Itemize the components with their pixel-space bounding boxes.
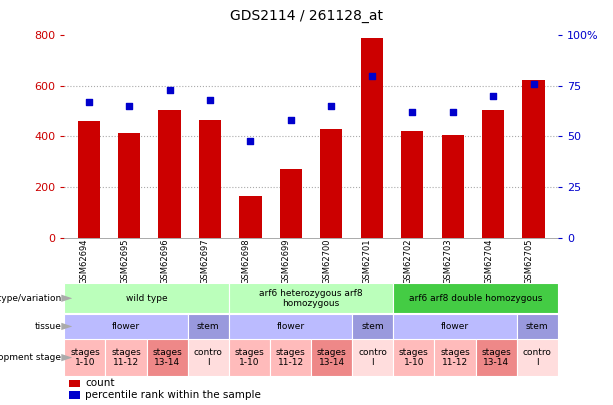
Polygon shape — [61, 295, 72, 302]
Point — [367, 72, 376, 79]
Bar — [441, 135, 464, 238]
Bar — [229, 314, 352, 339]
Point — [124, 103, 134, 109]
Text: flower: flower — [112, 322, 140, 331]
Text: GSM62704: GSM62704 — [484, 239, 493, 284]
Text: stages
11-12: stages 11-12 — [440, 348, 470, 367]
Bar — [199, 120, 221, 238]
Bar — [435, 339, 476, 376]
Bar — [158, 110, 181, 238]
Point — [488, 93, 498, 99]
Bar — [64, 283, 229, 313]
Text: GSM62694: GSM62694 — [80, 239, 89, 284]
Bar — [270, 339, 311, 376]
Text: flower: flower — [441, 322, 469, 331]
Bar — [105, 339, 147, 376]
Polygon shape — [61, 354, 72, 361]
Text: wild type: wild type — [126, 294, 167, 303]
Bar — [229, 339, 270, 376]
Text: GSM62696: GSM62696 — [161, 239, 170, 284]
Text: tissue: tissue — [34, 322, 61, 331]
Text: stages
11-12: stages 11-12 — [111, 348, 141, 367]
Bar — [77, 122, 100, 238]
Bar — [352, 314, 394, 339]
Point — [528, 81, 538, 87]
Text: stages
13-14: stages 13-14 — [317, 348, 346, 367]
Text: stages
1-10: stages 1-10 — [399, 348, 428, 367]
Text: genotype/variation: genotype/variation — [0, 294, 61, 303]
Bar — [229, 283, 394, 313]
Bar — [476, 339, 517, 376]
Text: stem: stem — [362, 322, 384, 331]
Bar — [401, 131, 424, 238]
Text: stages
1-10: stages 1-10 — [70, 348, 100, 367]
Bar — [360, 38, 383, 238]
Text: stages
13-14: stages 13-14 — [481, 348, 511, 367]
Text: arf6 heterozygous arf8
homozygous: arf6 heterozygous arf8 homozygous — [259, 289, 363, 308]
Text: stem: stem — [526, 322, 549, 331]
Bar — [188, 314, 229, 339]
Bar — [517, 339, 558, 376]
Bar — [311, 339, 352, 376]
Text: GSM62699: GSM62699 — [282, 239, 291, 284]
Text: stages
11-12: stages 11-12 — [276, 348, 305, 367]
Text: GSM62697: GSM62697 — [201, 239, 210, 284]
Text: GDS2114 / 261128_at: GDS2114 / 261128_at — [230, 9, 383, 23]
Bar — [320, 129, 343, 238]
Point — [326, 103, 336, 109]
Bar — [64, 339, 105, 376]
Bar — [188, 339, 229, 376]
Text: GSM62695: GSM62695 — [120, 239, 129, 284]
Text: GSM62705: GSM62705 — [525, 239, 533, 284]
Bar — [482, 110, 504, 238]
Point — [205, 97, 215, 103]
Text: contro
l: contro l — [194, 348, 223, 367]
Bar — [69, 391, 80, 399]
Point — [165, 87, 175, 93]
Text: GSM62700: GSM62700 — [322, 239, 331, 284]
Text: contro
l: contro l — [523, 348, 552, 367]
Bar — [394, 314, 517, 339]
Point — [246, 137, 256, 144]
Text: stages
1-10: stages 1-10 — [235, 348, 264, 367]
Bar — [64, 314, 188, 339]
Bar — [352, 339, 394, 376]
Text: contro
l: contro l — [359, 348, 387, 367]
Bar — [280, 169, 302, 238]
Text: arf6 arf8 double homozygous: arf6 arf8 double homozygous — [409, 294, 543, 303]
Polygon shape — [61, 323, 72, 330]
Point — [84, 99, 94, 105]
Text: stem: stem — [197, 322, 219, 331]
Point — [286, 117, 296, 124]
Bar — [522, 79, 545, 238]
Text: GSM62698: GSM62698 — [242, 239, 251, 284]
Bar — [394, 339, 435, 376]
Text: count: count — [85, 378, 115, 388]
Bar — [147, 339, 188, 376]
Text: GSM62701: GSM62701 — [363, 239, 371, 284]
Bar — [118, 133, 140, 238]
Bar — [69, 379, 80, 387]
Bar — [239, 196, 262, 238]
Text: GSM62703: GSM62703 — [444, 239, 452, 284]
Text: GSM62702: GSM62702 — [403, 239, 412, 284]
Bar — [394, 283, 558, 313]
Text: flower: flower — [276, 322, 305, 331]
Text: stages
13-14: stages 13-14 — [152, 348, 182, 367]
Text: percentile rank within the sample: percentile rank within the sample — [85, 390, 261, 400]
Bar — [517, 314, 558, 339]
Text: development stage: development stage — [0, 353, 61, 362]
Point — [407, 109, 417, 115]
Point — [447, 109, 457, 115]
